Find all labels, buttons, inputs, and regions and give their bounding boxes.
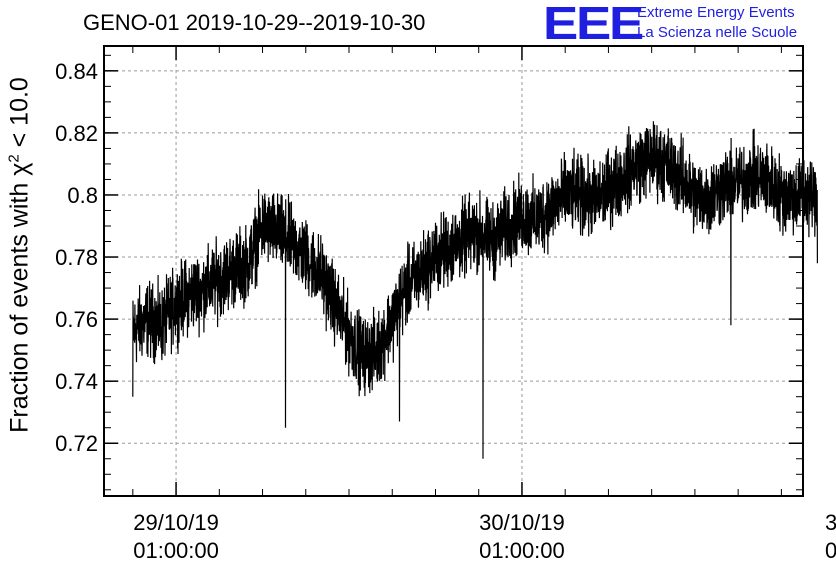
eee-logo: EEE — [543, 0, 644, 49]
y-tick-label: 0.84 — [55, 59, 98, 84]
y-tick-label: 0.76 — [55, 307, 98, 332]
y-tick-label: 0.72 — [55, 431, 98, 456]
series-layer — [132, 121, 818, 459]
axis-ticks — [104, 46, 803, 496]
x-tick-label-date: 31/10/19 — [825, 510, 836, 535]
y-tick-label: 0.74 — [55, 369, 98, 394]
x-tick-label-time: 01:00:00 — [825, 538, 836, 563]
x-tick-label-date: 29/10/19 — [133, 510, 219, 535]
y-tick-label: 0.78 — [55, 245, 98, 270]
chart-title: GENO-01 2019-10-29--2019-10-30 — [83, 10, 426, 35]
plot-frame — [103, 45, 804, 497]
series-line — [132, 121, 818, 459]
x-tick-label-time: 01:00:00 — [133, 538, 219, 563]
x-tick-label-date: 30/10/19 — [479, 510, 565, 535]
y-tick-label: 0.8 — [67, 183, 98, 208]
axis-tick-labels: 0.72 0.74 0.76 0.78 0.8 0.82 0.84 29/10/19 01:00… — [55, 59, 836, 563]
logo-line-2: La Scienza nelle Scuole — [637, 24, 798, 41]
y-tick-label: 0.82 — [55, 121, 98, 146]
logo-line-1: Extreme Energy Events — [637, 4, 795, 21]
x-tick-label-time: 01:00:00 — [479, 538, 565, 563]
